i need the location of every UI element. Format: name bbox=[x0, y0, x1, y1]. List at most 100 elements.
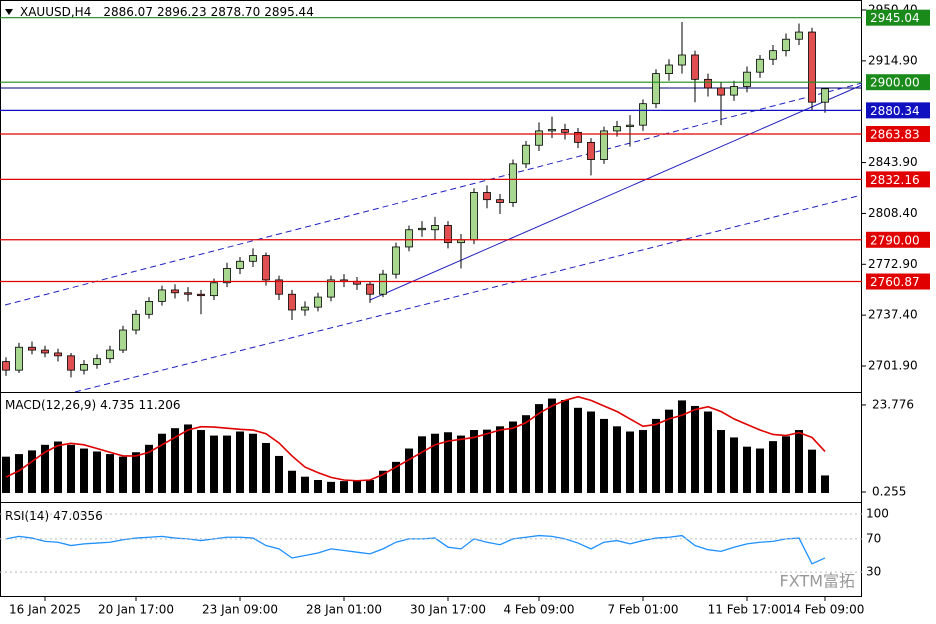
candle-body bbox=[210, 282, 218, 297]
x-tick-label: 20 Jan 17:00 bbox=[98, 603, 174, 617]
x-tick-label: 30 Jan 17:00 bbox=[410, 603, 486, 617]
macd-bar bbox=[743, 446, 751, 493]
macd-bar bbox=[301, 476, 309, 493]
x-tick-label: 23 Jan 09:00 bbox=[202, 603, 278, 617]
candle-body bbox=[80, 364, 88, 371]
candle-body bbox=[366, 283, 374, 295]
macd-bar bbox=[262, 442, 270, 493]
candle-body bbox=[288, 293, 296, 311]
macd-bar bbox=[275, 455, 283, 493]
level-label: 2863.83 bbox=[870, 128, 920, 142]
level-box bbox=[866, 126, 930, 143]
macd-bar bbox=[548, 398, 556, 493]
macd-bar bbox=[418, 436, 426, 493]
y-tick-label: 2843.90 bbox=[868, 155, 918, 169]
macd-bar bbox=[28, 450, 36, 493]
macd-bar bbox=[587, 411, 595, 493]
macd-bar bbox=[80, 448, 88, 493]
x-tick-label: 11 Feb 17:00 bbox=[708, 603, 787, 617]
candle-body bbox=[795, 31, 803, 40]
macd-bar bbox=[184, 424, 192, 493]
macd-bar bbox=[210, 435, 218, 493]
rsi-title: RSI(14) bbox=[5, 509, 49, 523]
macd-bar bbox=[197, 430, 205, 493]
y-tick-label: 2808.40 bbox=[868, 206, 918, 220]
macd-bar bbox=[132, 452, 140, 493]
candle-body bbox=[431, 225, 439, 231]
macd-bar bbox=[782, 436, 790, 493]
macd-bar bbox=[2, 456, 10, 493]
candle-body bbox=[379, 273, 387, 295]
macd-bar bbox=[119, 456, 127, 493]
candle-body bbox=[522, 144, 530, 165]
macd-bar bbox=[431, 433, 439, 493]
macd-bar bbox=[730, 437, 738, 493]
macd-bar bbox=[379, 470, 387, 493]
y-tick-label: 2701.90 bbox=[868, 358, 918, 372]
candle-body bbox=[54, 352, 62, 357]
macd-bar bbox=[600, 418, 608, 493]
macd-bar bbox=[41, 444, 49, 493]
y-tick-label: 100 bbox=[866, 507, 889, 521]
macd-bar bbox=[639, 430, 647, 493]
candle-body bbox=[652, 73, 660, 105]
candle-body bbox=[444, 225, 452, 244]
watermark: FXTM富拓 bbox=[780, 572, 855, 591]
macd-bar bbox=[145, 444, 153, 493]
candle-body bbox=[470, 192, 478, 241]
macd-bar bbox=[93, 451, 101, 493]
macd-bar bbox=[522, 415, 530, 493]
level-box bbox=[866, 171, 930, 188]
macd-bar bbox=[353, 480, 361, 493]
x-tick-label: 28 Jan 01:00 bbox=[306, 603, 382, 617]
signal-line bbox=[5, 395, 826, 482]
candle-body bbox=[808, 31, 816, 103]
macd-bar bbox=[652, 418, 660, 493]
macd-bar bbox=[613, 426, 621, 493]
open: 2886.07 bbox=[103, 5, 153, 19]
macd-bar bbox=[171, 428, 179, 493]
level-box bbox=[866, 273, 930, 290]
frame bbox=[0, 0, 862, 597]
macd-bar bbox=[223, 435, 231, 493]
y-tick-label: 70 bbox=[866, 531, 881, 545]
x-tick-label: 16 Jan 2025 bbox=[9, 603, 81, 617]
level-label: 2790.00 bbox=[870, 233, 920, 247]
candle-body bbox=[574, 131, 582, 143]
candle-body bbox=[756, 58, 764, 73]
candle-body bbox=[41, 349, 49, 354]
level-box bbox=[866, 74, 930, 91]
y-tick-label: 2737.40 bbox=[868, 308, 918, 322]
macd-bar bbox=[405, 448, 413, 493]
macd-bar bbox=[704, 411, 712, 493]
macd-bar bbox=[392, 461, 400, 493]
close: 2895.44 bbox=[264, 5, 314, 19]
candle-body bbox=[769, 50, 777, 60]
macd-bar bbox=[366, 480, 374, 493]
macd-bar bbox=[678, 400, 686, 493]
candle-body bbox=[275, 279, 283, 295]
macd-bar bbox=[665, 409, 673, 493]
macd-bar bbox=[808, 449, 816, 493]
macd-bar bbox=[236, 431, 244, 493]
macd-bar bbox=[496, 426, 504, 493]
candle-body bbox=[15, 346, 23, 371]
candle-body bbox=[28, 346, 36, 351]
candle-body bbox=[249, 255, 257, 262]
macd-bar bbox=[340, 481, 348, 493]
candle-body bbox=[483, 192, 491, 201]
channel-line bbox=[4, 82, 863, 306]
candle-body bbox=[119, 329, 127, 351]
candle-body bbox=[691, 54, 699, 80]
macd-bar bbox=[158, 433, 166, 493]
level-box bbox=[866, 231, 930, 248]
macd-bar bbox=[717, 430, 725, 493]
macd-bar bbox=[470, 430, 478, 493]
level-label: 2900.00 bbox=[870, 76, 920, 90]
candle-body bbox=[782, 38, 790, 52]
candle-body bbox=[639, 103, 647, 126]
macd-bar bbox=[769, 441, 777, 493]
level-box bbox=[866, 102, 930, 119]
candle-body bbox=[613, 126, 621, 132]
